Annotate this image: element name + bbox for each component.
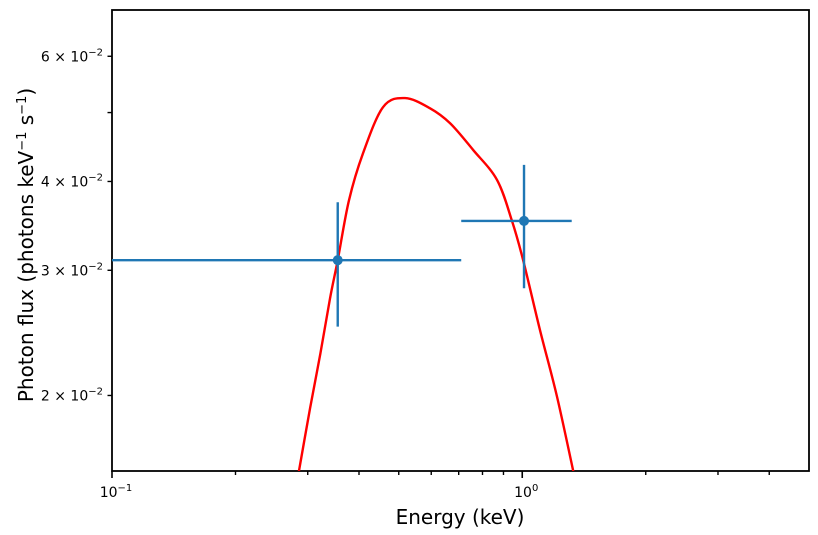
x-tick-label: 100: [514, 483, 538, 501]
data-point-marker: [519, 215, 530, 226]
axes-box: [111, 9, 810, 472]
y-tick-label: 6 × 10−2: [41, 47, 103, 65]
model-curve: [297, 96, 575, 471]
y-tick-label: 4 × 10−2: [41, 172, 103, 190]
plot-area: 10−1 100 6 × 10−2 4 × 10−2 3 × 10−2 2 × 10−2: [41, 9, 810, 501]
data-point-marker: [332, 255, 343, 266]
x-tick-label: 10−1: [100, 483, 133, 501]
y-tick-label: 3 × 10−2: [41, 261, 103, 279]
y-tick-label: 2 × 10−2: [41, 386, 103, 404]
x-axis-label: Energy (keV): [396, 505, 525, 529]
y-axis-label: Photon flux (photons keV−1 s−1): [14, 88, 38, 402]
